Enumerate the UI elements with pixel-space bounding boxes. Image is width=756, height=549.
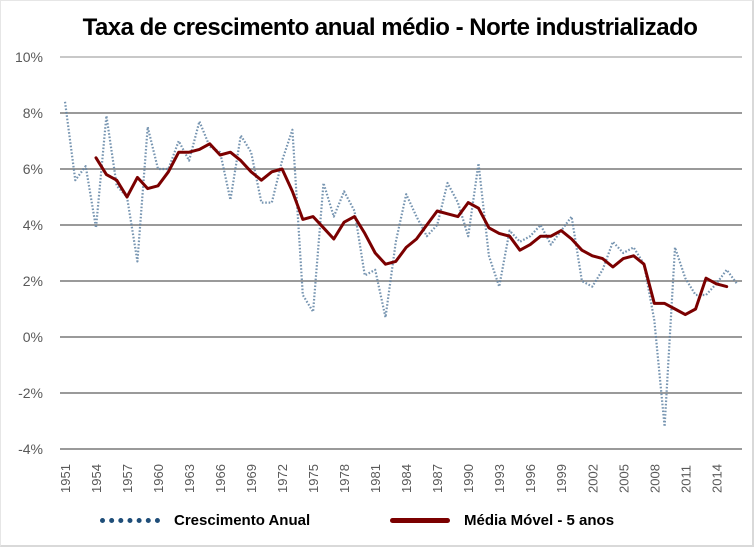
y-tick-label: -4% bbox=[18, 441, 43, 457]
x-tick-label: 2005 bbox=[616, 464, 631, 493]
solid-line-swatch-icon bbox=[390, 518, 450, 523]
gridlines bbox=[60, 56, 742, 450]
x-tick-label: 1984 bbox=[399, 464, 414, 493]
x-tick-label: 1963 bbox=[182, 464, 197, 493]
x-tick-label: 1951 bbox=[58, 464, 73, 493]
x-tick-label: 2014 bbox=[709, 464, 724, 493]
x-tick-label: 1972 bbox=[275, 464, 290, 493]
x-tick-label: 1975 bbox=[306, 464, 321, 493]
x-tick-label: 1960 bbox=[151, 464, 166, 493]
y-tick-label: 0% bbox=[23, 329, 43, 345]
dotted-line-swatch-icon bbox=[100, 518, 160, 523]
x-tick-label: 1987 bbox=[430, 464, 445, 493]
y-tick-label: 10% bbox=[15, 49, 43, 65]
legend-item-moving-average: Média Móvel - 5 anos bbox=[390, 512, 614, 529]
x-tick-label: 1954 bbox=[89, 464, 104, 493]
legend-item-annual-growth: Crescimento Anual bbox=[100, 512, 310, 529]
x-tick-label: 1981 bbox=[368, 464, 383, 493]
x-tick-label: 1978 bbox=[337, 464, 352, 493]
x-tick-label: 1993 bbox=[492, 464, 507, 493]
x-tick-label: 1996 bbox=[523, 464, 538, 493]
y-tick-label: 4% bbox=[23, 217, 43, 233]
x-tick-label: 1999 bbox=[554, 464, 569, 493]
x-tick-label: 2011 bbox=[678, 465, 693, 493]
x-tick-label: 1957 bbox=[120, 464, 135, 493]
y-axis-ticks: 10% 8% 6% 4% 2% 0% -2% -4% bbox=[15, 49, 43, 457]
y-tick-label: -2% bbox=[18, 385, 43, 401]
y-tick-label: 6% bbox=[23, 161, 43, 177]
series-lines bbox=[63, 101, 738, 428]
legend-label: Crescimento Anual bbox=[174, 512, 311, 529]
legend-label: Média Móvel - 5 anos bbox=[464, 512, 615, 529]
y-tick-label: 8% bbox=[23, 105, 43, 121]
x-axis-ticks: 1951 1954 1957 1960 1963 1966 1969 1972 1975 1978… bbox=[58, 464, 724, 493]
x-tick-label: 1990 bbox=[461, 464, 476, 493]
x-tick-label: 1966 bbox=[213, 464, 228, 493]
chart-title: Taxa de crescimento anual médio - Norte … bbox=[82, 14, 698, 41]
y-tick-label: 2% bbox=[23, 273, 43, 289]
legend: Crescimento Anual Média Móvel - 5 anos bbox=[0, 512, 756, 536]
series-line-annual-growth bbox=[63, 101, 738, 428]
x-tick-label: 1969 bbox=[244, 464, 259, 493]
x-tick-label: 2008 bbox=[647, 464, 662, 493]
series-line-moving-average bbox=[94, 142, 729, 317]
x-tick-label: 2002 bbox=[585, 464, 600, 493]
